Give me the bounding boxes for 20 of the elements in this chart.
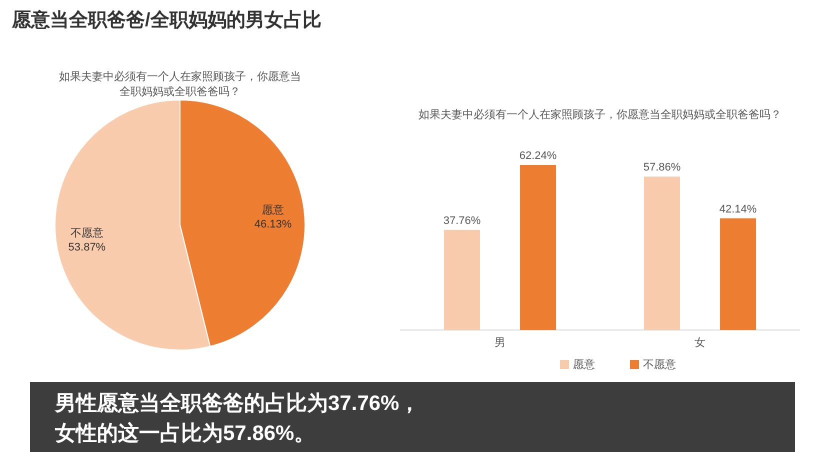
chart-title: 愿意当全职爸爸/全职妈妈的男女占比 bbox=[11, 9, 322, 31]
data-label: 53.87% bbox=[68, 241, 106, 254]
bar bbox=[644, 176, 680, 330]
bar bbox=[720, 218, 756, 330]
bar bbox=[444, 230, 480, 330]
chart-subtitle: 如果夫妻中必须有一个人在家照顾孩子，你愿意当全职妈妈或全职爸爸吗？ bbox=[59, 70, 301, 98]
data-label: 42.14% bbox=[719, 203, 757, 216]
x-tick-label: 男 bbox=[494, 337, 506, 349]
slice-label: 愿意 bbox=[262, 204, 284, 217]
text: 男性愿意当全职爸爸的占比为37.76%，女性的这一占比为57.86%。 bbox=[54, 391, 420, 445]
legend-label: 不愿意 bbox=[643, 358, 676, 371]
data-label: 62.24% bbox=[519, 150, 557, 162]
data-label: 37.76% bbox=[443, 214, 481, 227]
data-label: 57.86% bbox=[643, 162, 681, 174]
chart-title: 如果夫妻中必须有一个人在家照顾孩子，你愿意当全职妈妈或全职爸爸吗？ bbox=[418, 108, 782, 121]
legend-label: 愿意 bbox=[573, 358, 595, 371]
data-label: 46.13% bbox=[254, 218, 292, 231]
bar bbox=[520, 165, 556, 330]
slice-label: 不愿意 bbox=[70, 226, 104, 240]
x-tick-label: 女 bbox=[694, 337, 706, 349]
